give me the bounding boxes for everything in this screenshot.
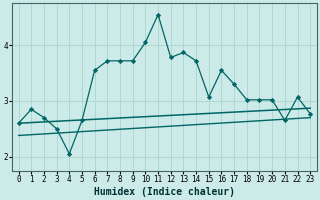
- X-axis label: Humidex (Indice chaleur): Humidex (Indice chaleur): [94, 186, 235, 197]
